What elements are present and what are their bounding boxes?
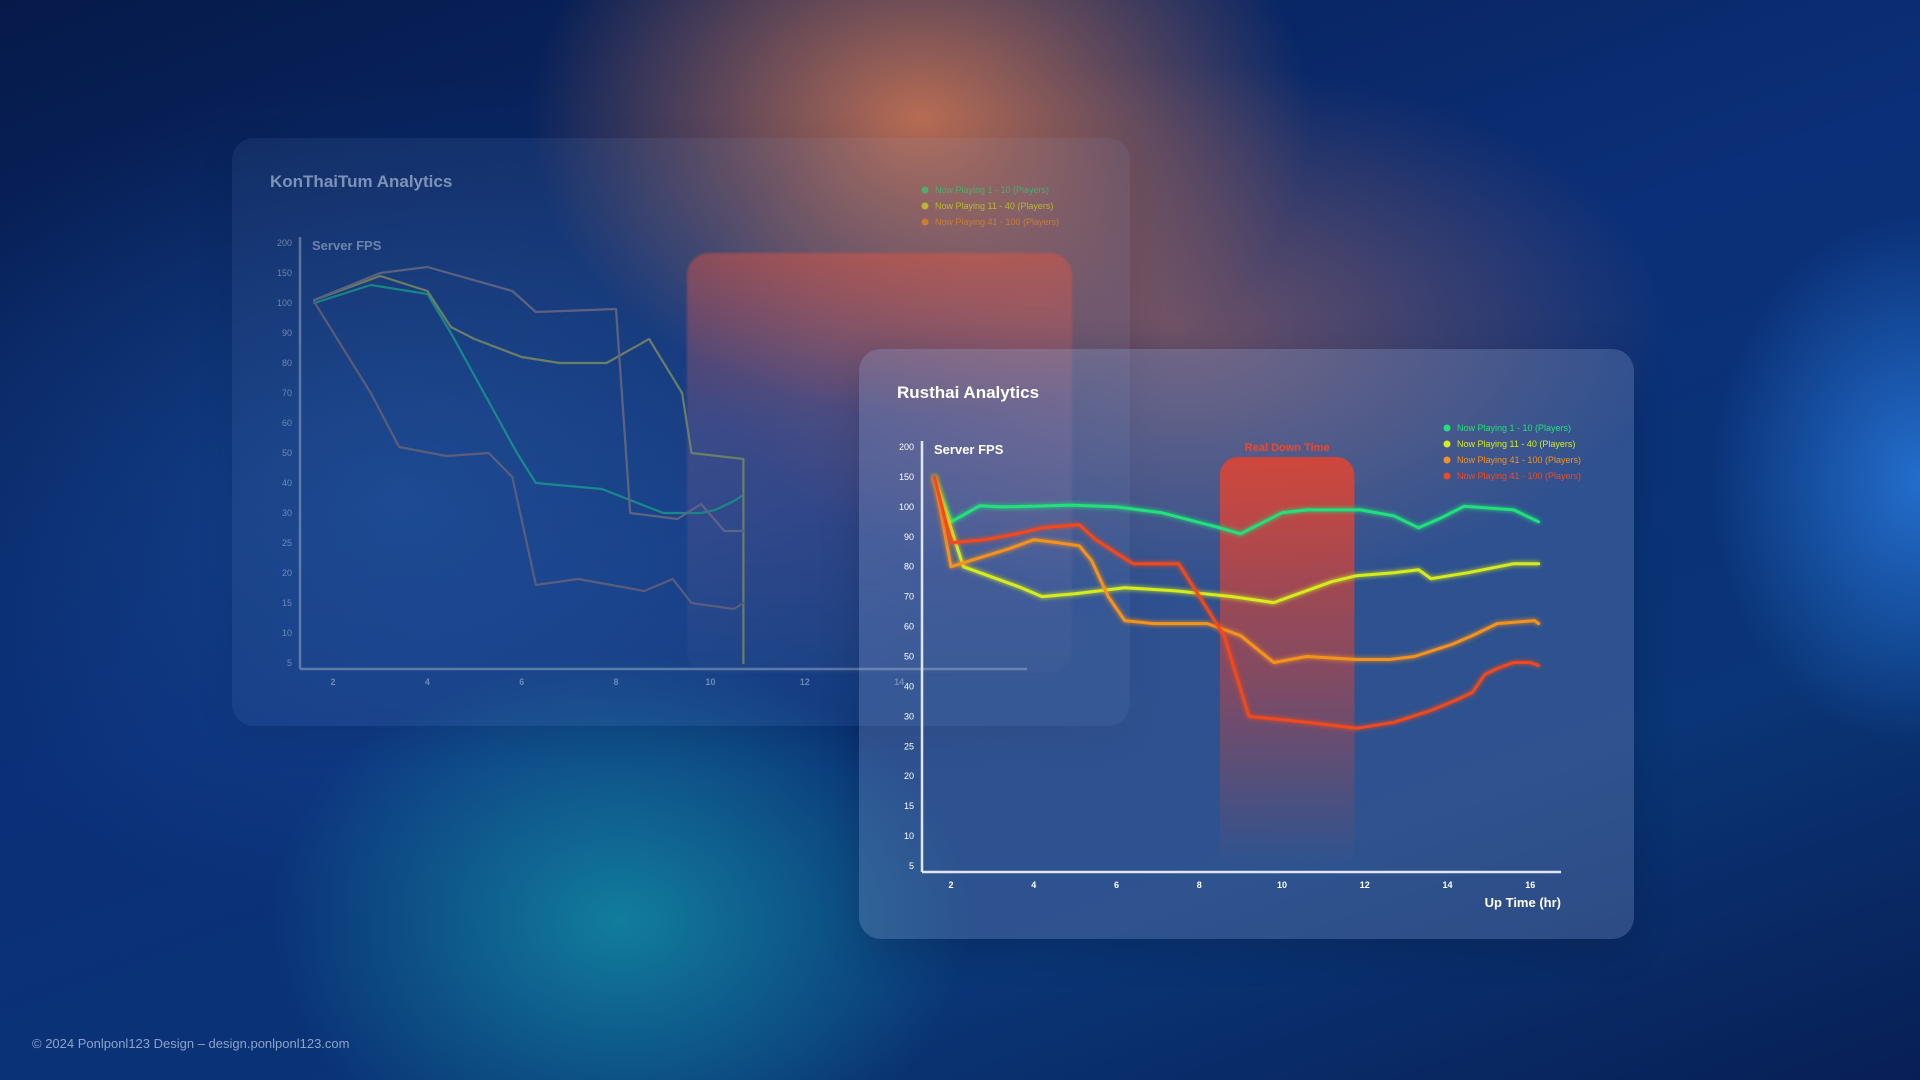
- x-tick-label: 14: [894, 677, 904, 687]
- y-tick-label: 50: [282, 448, 292, 458]
- rusthai-fps-chart: Real Down Time Server FPS 5 10 15 20 25 30 40 50 6…: [899, 423, 1581, 910]
- series-line-now-playing-41-100-players-2: [932, 475, 1541, 664]
- konthaitum-fps-chart: Server FPS 5 10 15 20 25 30 40 50 60 70 80 90 100 150 2…: [277, 185, 1059, 687]
- legend-item: Now Playing 41 - 100 (Players): [935, 217, 1059, 227]
- legend-item: Now Playing 1 - 10 (Players): [1457, 423, 1571, 433]
- rusthai-analytics-panel: Real Down Time Server FPS 5 10 15 20 25 30 40 50 6…: [859, 349, 1634, 939]
- y-tick-label: 80: [282, 358, 292, 368]
- footer-copyright: © 2024 Ponlponl123 Design – design.ponlp…: [32, 1036, 350, 1051]
- x-tick-label: 8: [614, 677, 619, 687]
- y-tick-label: 5: [287, 658, 292, 668]
- x-tick-label: 10: [705, 677, 715, 687]
- x-tick-label: 6: [1114, 880, 1119, 890]
- y-tick-label: 70: [904, 592, 914, 602]
- y-tick-label: 40: [282, 478, 292, 488]
- y-tick-label: 150: [899, 472, 914, 482]
- series-line-0: [313, 283, 745, 515]
- x-axis-label: Up Time (hr): [1485, 895, 1561, 910]
- legend-marker: [921, 218, 929, 226]
- panel-title: Rusthai Analytics: [897, 383, 1040, 402]
- y-tick-label: 150: [277, 268, 292, 278]
- y-tick-label: 90: [904, 532, 914, 542]
- series-line-1: [313, 274, 745, 665]
- y-tick-label: 60: [904, 622, 914, 632]
- y-tick-label: 5: [909, 861, 914, 871]
- y-tick-label: 30: [904, 711, 914, 721]
- y-tick-label: 20: [282, 568, 292, 578]
- y-tick-label: 80: [904, 562, 914, 572]
- down-time-label: Real Down Time: [1245, 442, 1330, 454]
- series-line-3: [313, 300, 745, 611]
- x-tick-label: 2: [948, 880, 953, 890]
- y-tick-label: 100: [899, 502, 914, 512]
- y-tick-label: 100: [277, 298, 292, 308]
- legend-item: Now Playing 11 - 40 (Players): [1457, 439, 1575, 449]
- x-tick-label: 2: [331, 677, 336, 687]
- legend-marker: [1443, 424, 1451, 432]
- konthaitum-analytics-panel: Server FPS 5 10 15 20 25 30 40 50 60 70 80 90 100 150 2…: [232, 138, 1130, 726]
- y-tick-label: 200: [899, 442, 914, 452]
- down-time-region: [687, 253, 1072, 673]
- legend-item: Now Playing 1 - 10 (Players): [935, 185, 1049, 195]
- y-tick-label: 25: [282, 538, 292, 548]
- legend-item: Now Playing 11 - 40 (Players): [935, 201, 1053, 211]
- series-line-2: [313, 265, 745, 533]
- x-tick-label: 4: [1031, 880, 1036, 890]
- x-tick-label: 4: [425, 677, 430, 687]
- series-line-now-playing-11-40-players-1: [932, 475, 1541, 605]
- x-tick-label: 6: [519, 677, 524, 687]
- x-tick-label: 12: [800, 677, 810, 687]
- y-tick-label: 20: [904, 771, 914, 781]
- y-tick-label: 40: [904, 681, 914, 691]
- x-tick-label: 12: [1360, 880, 1370, 890]
- y-tick-label: 200: [277, 238, 292, 248]
- series-line-now-playing-1-10-players-0: [932, 475, 1541, 536]
- legend-marker: [921, 186, 929, 194]
- legend-item: Now Playing 41 - 100 (Players): [1457, 455, 1581, 465]
- panel-title: KonThaiTum Analytics: [270, 172, 453, 191]
- y-tick-label: 30: [282, 508, 292, 518]
- y-tick-label: 50: [904, 652, 914, 662]
- y-tick-label: 25: [904, 741, 914, 751]
- x-tick-label: 8: [1197, 880, 1202, 890]
- chart-subtitle: Server FPS: [312, 238, 382, 253]
- y-tick-label: 60: [282, 418, 292, 428]
- legend-marker: [921, 202, 929, 210]
- legend-marker: [1443, 456, 1451, 464]
- series-line-now-playing-41-100-players-3: [932, 475, 1541, 730]
- y-tick-label: 10: [904, 831, 914, 841]
- x-tick-label: 10: [1277, 880, 1287, 890]
- legend-marker: [1443, 472, 1451, 480]
- x-tick-label: 14: [1443, 880, 1453, 890]
- y-tick-label: 70: [282, 388, 292, 398]
- y-tick-label: 15: [282, 598, 292, 608]
- y-tick-label: 15: [904, 801, 914, 811]
- legend-item: Now Playing 41 - 100 (Players): [1457, 471, 1581, 481]
- legend-marker: [1443, 440, 1451, 448]
- y-tick-label: 90: [282, 328, 292, 338]
- x-tick-label: 16: [1525, 880, 1535, 890]
- y-tick-label: 10: [282, 628, 292, 638]
- chart-subtitle: Server FPS: [934, 442, 1004, 457]
